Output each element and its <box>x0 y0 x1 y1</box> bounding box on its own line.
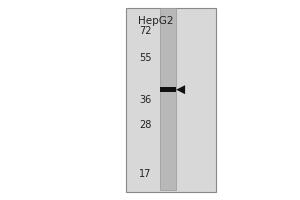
Polygon shape <box>176 85 185 94</box>
Text: 55: 55 <box>139 53 151 63</box>
Bar <box>160 8 176 190</box>
Text: HepG2: HepG2 <box>138 16 173 26</box>
Text: 17: 17 <box>139 169 151 179</box>
Text: 36: 36 <box>139 95 151 105</box>
Bar <box>160 87 176 92</box>
Bar <box>126 8 216 192</box>
Text: 72: 72 <box>139 26 151 36</box>
Text: 28: 28 <box>139 120 151 130</box>
